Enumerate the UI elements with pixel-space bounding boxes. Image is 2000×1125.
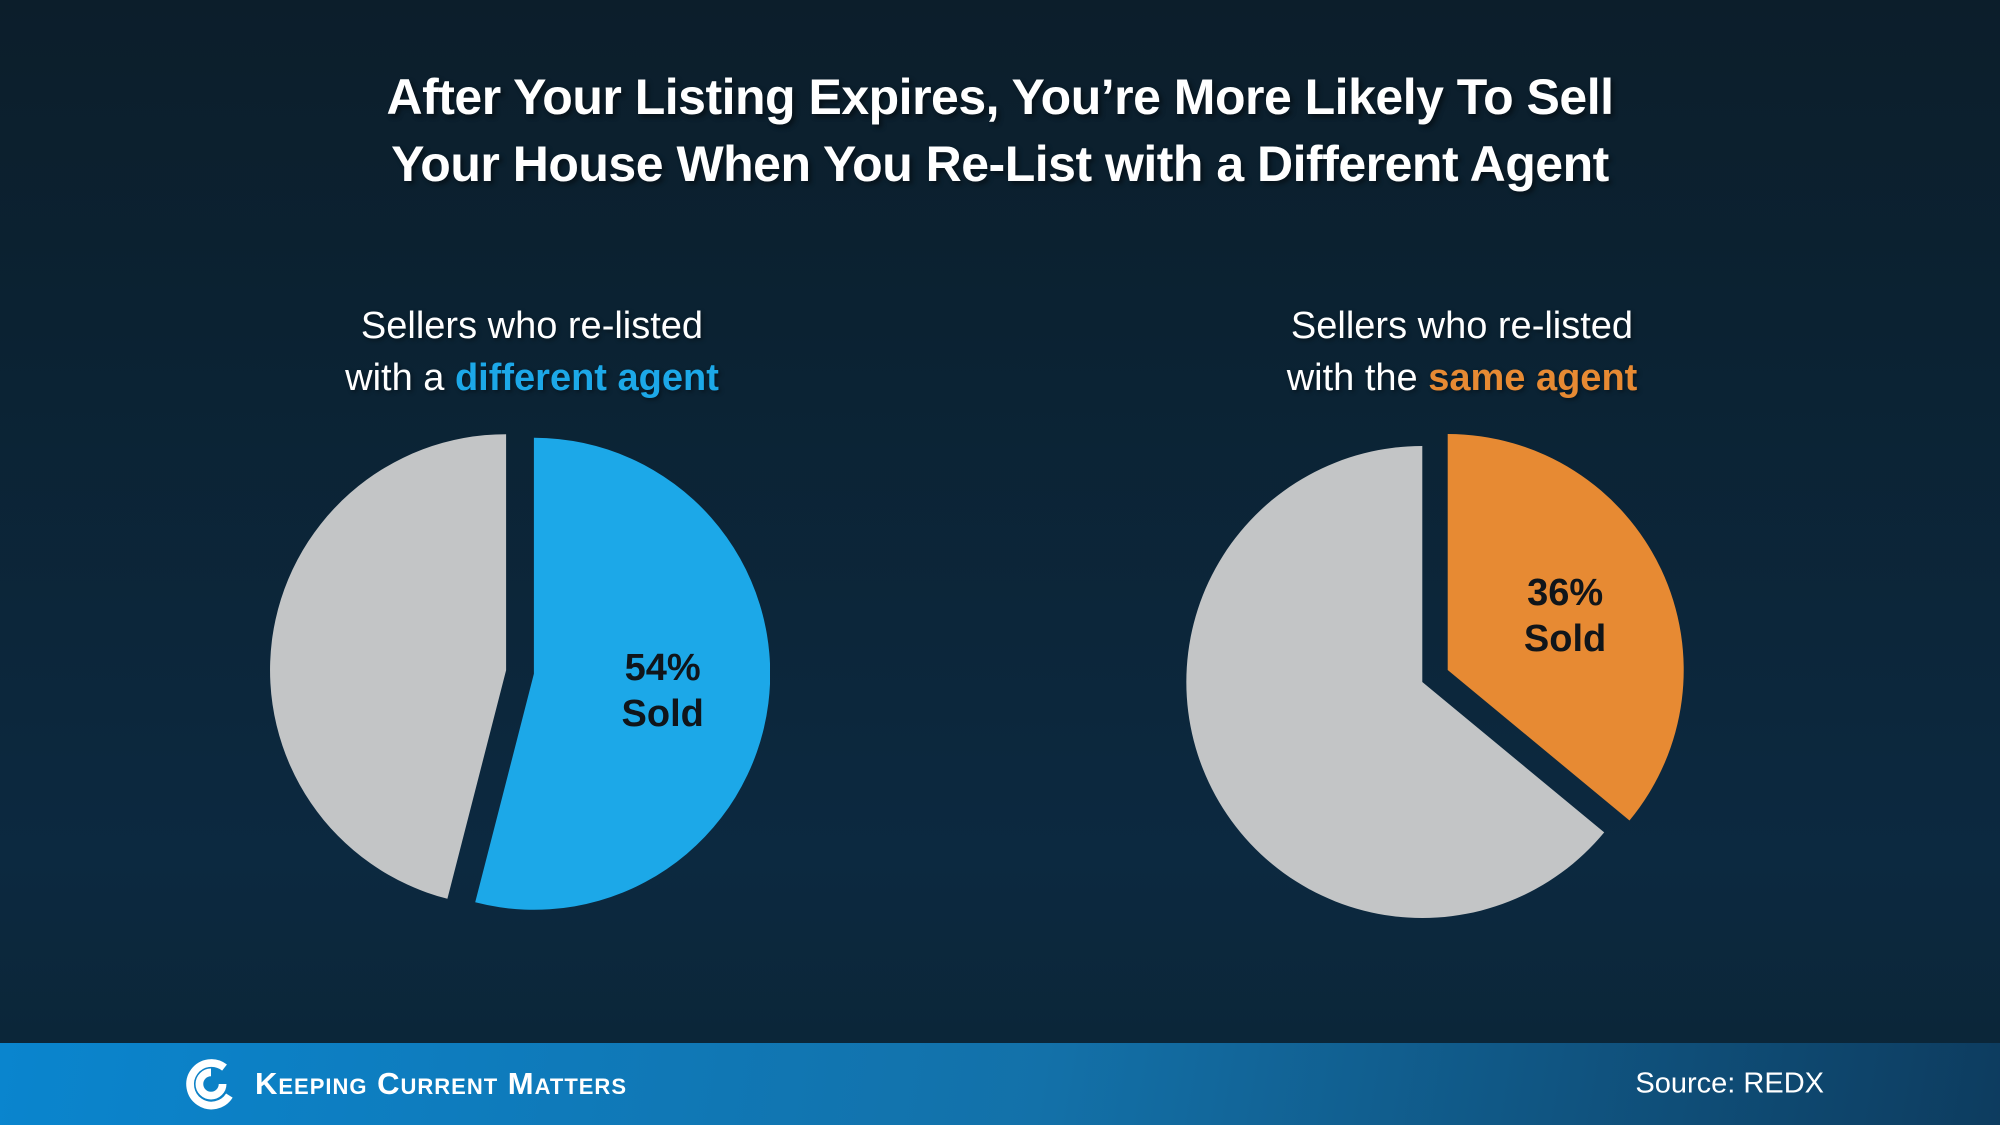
footer-bar: Keeping Current Matters Source: REDX <box>0 1043 2000 1125</box>
chart-label-highlight-same-agent: same agent <box>1428 357 1638 399</box>
chart-label-line-1: Sellers who re-listed <box>360 305 704 347</box>
page-title-line-2: Your House When You Re-List with a Diffe… <box>391 136 1609 192</box>
chart-label-prefix: with a <box>345 357 455 399</box>
pie-chart-same-agent: 36% Sold <box>1185 426 1685 926</box>
chart-label-line-2: with the same agent <box>1152 352 1772 404</box>
chart-label-prefix: with the <box>1286 357 1429 399</box>
page-title: After Your Listing Expires, You’re More … <box>0 64 2000 198</box>
pie-slice-sold <box>475 437 771 910</box>
brand-name: Keeping Current Matters <box>255 1066 627 1101</box>
chart-label-same-agent: Sellers who re-listed with the same agen… <box>1152 300 1772 404</box>
pie-slice-not-sold <box>270 434 507 899</box>
source-credit: Source: REDX <box>1635 1067 1824 1100</box>
chart-label-different-agent: Sellers who re-listed with a different a… <box>222 300 842 404</box>
brand-lockup: Keeping Current Matters <box>182 1055 627 1113</box>
kcm-swirl-logo-icon <box>186 1059 233 1110</box>
slice-value-label: 54% Sold <box>622 647 704 735</box>
pie-slice-not-sold <box>1186 446 1605 918</box>
chart-label-line-2: with a different agent <box>222 352 842 404</box>
slice-value-label: 36% Sold <box>1524 572 1606 660</box>
chart-label-highlight-different-agent: different agent <box>454 357 719 399</box>
pie-chart-different-agent: 54% Sold <box>270 422 771 922</box>
chart-label-line-1: Sellers who re-listed <box>1290 305 1634 347</box>
page-title-line-1: After Your Listing Expires, You’re More … <box>386 69 1614 125</box>
pie-slice-sold <box>1447 434 1684 821</box>
